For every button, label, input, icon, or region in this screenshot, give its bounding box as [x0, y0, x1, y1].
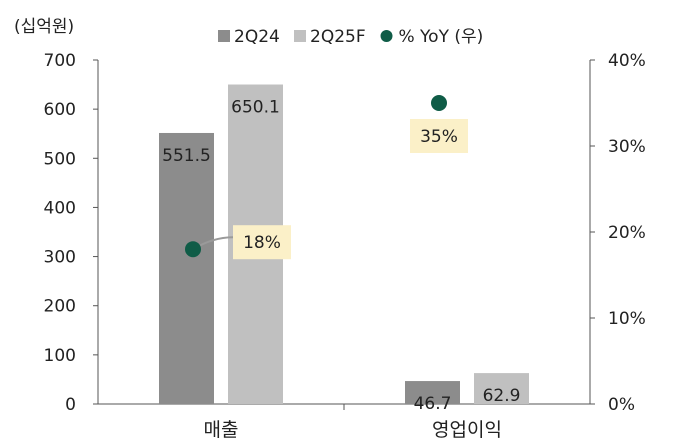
left-axis-unit-label: (십억원) [14, 17, 74, 37]
bar-data-label: 62.9 [483, 386, 521, 406]
category-label: 매출 [204, 419, 239, 441]
left-axis-tick-label: 200 [44, 297, 76, 317]
bar-2q25f [474, 373, 529, 404]
bar-2q24 [159, 132, 214, 404]
right-axis-tick-label: 20% [608, 223, 646, 243]
bar-data-label: 551.5 [162, 146, 211, 166]
bars: 551.5 650.1 46.7 62.9 [159, 84, 529, 414]
left-axis-tick-label: 0 [65, 395, 76, 415]
yoy-data-label: 35% [420, 127, 458, 147]
bar-data-label: 650.1 [231, 98, 280, 118]
legend-label: 2Q24 [234, 27, 280, 47]
left-axis-tick-label: 500 [44, 149, 76, 169]
left-axis-tick-label: 100 [44, 346, 76, 366]
legend-label: 2Q25F [310, 27, 366, 47]
left-axis-tick-label: 300 [44, 248, 76, 268]
right-axis-tick-label: 0% [608, 395, 635, 415]
left-axis-tick-label: 400 [44, 198, 76, 218]
yoy-point [185, 241, 201, 258]
legend-swatch [218, 30, 230, 42]
right-axis-tick-label: 10% [608, 309, 646, 329]
right-axis-tick-label: 30% [608, 137, 646, 157]
bar-2q24 [405, 381, 460, 404]
yoy-data-label: 18% [243, 233, 281, 253]
yoy-point [431, 95, 447, 111]
yoy-callout-box [233, 225, 291, 260]
left-axis-tick-label: 600 [44, 100, 76, 120]
left-axis-tick-label: 700 [44, 51, 76, 71]
legend-label: % YoY (우) [399, 27, 484, 47]
bar-data-label: 46.7 [414, 394, 452, 414]
axes: 0 100 200 300 400 500 600 700 0% 10% 20% 30% 40% 매출 영업… [44, 51, 646, 441]
legend: 2Q24 2Q25F % YoY (우) [218, 27, 483, 47]
category-label: 영업이익 [432, 419, 502, 441]
yoy-series: 18% 35% [185, 95, 468, 260]
legend-marker [380, 30, 393, 42]
right-axis-tick-label: 40% [608, 51, 646, 71]
yoy-callout-box [410, 119, 468, 153]
legend-swatch [294, 30, 306, 42]
